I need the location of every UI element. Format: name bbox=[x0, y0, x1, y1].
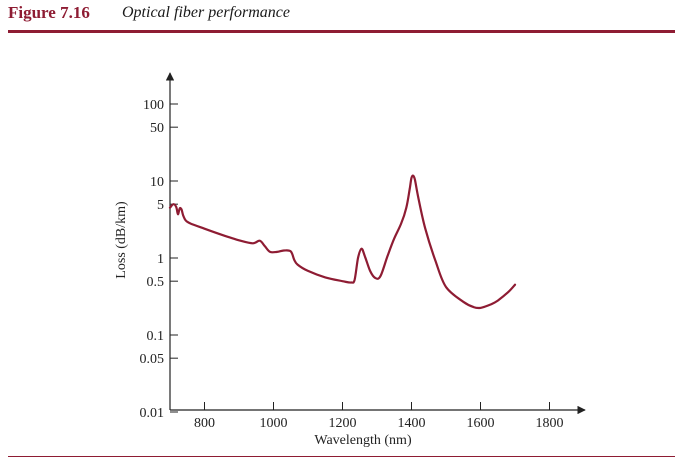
y-tick-label: 1 bbox=[157, 252, 164, 267]
top-rule bbox=[8, 30, 675, 33]
y-tick-label: 10 bbox=[150, 175, 164, 190]
y-tick-label: 5 bbox=[157, 198, 164, 213]
x-tick-label: 1000 bbox=[260, 416, 288, 431]
y-ticks: 100 50 10 5 1 0.5 0.1 0.05 0.01 bbox=[140, 98, 178, 421]
x-tick-label: 1400 bbox=[398, 416, 426, 431]
x-tick-label: 800 bbox=[194, 416, 215, 431]
y-tick-label: 0.01 bbox=[140, 406, 165, 421]
y-tick-label: 0.1 bbox=[147, 329, 165, 344]
y-tick-label: 0.5 bbox=[147, 275, 165, 290]
y-axis-title: Loss (dB/km) bbox=[114, 201, 129, 279]
y-tick-label: 100 bbox=[143, 98, 164, 113]
figure-header: Figure 7.16 Optical fiber performance bbox=[0, 0, 675, 36]
figure-number: Figure 7.16 bbox=[8, 3, 90, 22]
x-axis-title: Wavelength (nm) bbox=[314, 433, 412, 448]
bottom-rule bbox=[8, 456, 675, 457]
y-tick-label: 0.05 bbox=[140, 352, 165, 367]
figure-caption: Optical fiber performance bbox=[122, 4, 290, 21]
loss-series-line bbox=[168, 174, 517, 310]
x-ticks: 800 1000 1200 1400 1600 1800 bbox=[194, 402, 564, 431]
x-tick-label: 1200 bbox=[329, 416, 357, 431]
y-tick-label: 50 bbox=[150, 121, 164, 136]
x-tick-label: 1600 bbox=[467, 416, 495, 431]
x-tick-label: 1800 bbox=[536, 416, 564, 431]
